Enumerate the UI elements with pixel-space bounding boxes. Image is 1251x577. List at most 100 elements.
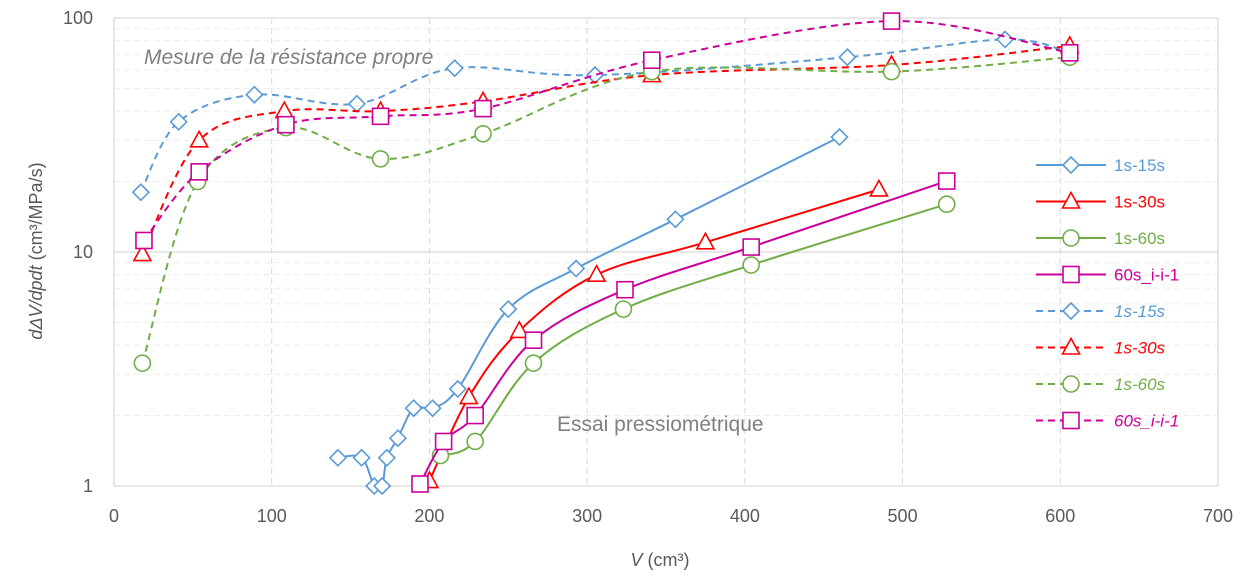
data-point-circle [614, 300, 633, 318]
data-point-circle [466, 432, 484, 451]
legend-marker-square [1062, 265, 1080, 284]
data-point-square [277, 115, 295, 134]
x-tick-labels: 0 100 200 300 400 500 600 700 [109, 506, 1233, 526]
x-tick-label: 600 [1045, 506, 1075, 526]
data-point-square [135, 231, 153, 250]
series-dashed-triangle [132, 35, 1080, 262]
legend-marker-circle [1062, 229, 1080, 247]
data-point-diamond [404, 399, 423, 418]
data-point-diamond [377, 448, 396, 467]
series-group [131, 12, 1080, 496]
data-point-diamond [347, 94, 367, 113]
data-point-square [434, 432, 453, 451]
legend-marker-circle [1062, 375, 1080, 393]
data-point-triangle [509, 320, 530, 339]
data-point-triangle [459, 386, 479, 405]
data-point-square [643, 51, 661, 70]
legend: 1s-15s 1s-30s 1s-60s 60s_i-i-1 1s-15s 1s-30s 1… [1036, 155, 1179, 431]
data-point-circle [937, 195, 956, 214]
legend-item: 60s_i-i-1 [1036, 266, 1179, 285]
legend-marker-diamond [1061, 301, 1081, 321]
legend-item: 1s-15s [1036, 301, 1166, 321]
data-point-circle [524, 354, 543, 372]
data-point-square [371, 107, 390, 126]
x-tick-label: 400 [730, 506, 760, 526]
data-point-square [882, 12, 901, 30]
data-point-diamond [245, 85, 264, 104]
legend-marker-square [1062, 411, 1080, 430]
data-point-diamond [445, 59, 464, 78]
legend-label: 1s-30s [1114, 193, 1165, 212]
y-tick-labels: 1 10 100 [63, 8, 93, 496]
legend-label: 1s-30s [1114, 339, 1166, 358]
legend-label: 60s_i-i-1 [1114, 412, 1179, 431]
y-axis-label-unit: (cm³/MPa/s) [26, 162, 46, 260]
series-dashed-diamond [131, 30, 1079, 202]
legend-marker-triangle [1061, 336, 1081, 355]
data-point-diamond [423, 399, 442, 418]
data-point-diamond [566, 259, 586, 278]
legend-label: 1s-60s [1114, 375, 1166, 394]
data-point-diamond [328, 448, 348, 467]
x-tick-label: 100 [257, 506, 287, 526]
series-line [337, 136, 840, 491]
y-axis-title: dΔV/dpdt (cm³/MPa/s) [26, 162, 46, 339]
x-tick-label: 700 [1203, 506, 1233, 526]
data-point-circle [474, 124, 492, 143]
x-axis-label-unit: (cm³) [648, 550, 690, 570]
data-point-square [616, 280, 634, 299]
legend-marker-triangle [1061, 190, 1081, 209]
data-point-diamond [448, 379, 467, 399]
legend-label: 60s_i-i-1 [1114, 266, 1179, 285]
legend-item: 1s-60s [1036, 375, 1166, 394]
data-point-circle [742, 256, 760, 274]
series-line [419, 180, 948, 485]
annotation-top: Mesure de la résistance propre [144, 46, 433, 69]
series-line [141, 44, 1070, 255]
data-point-diamond [169, 112, 188, 131]
y-axis-label-var: dΔV/dpdt [26, 264, 46, 339]
series-solid-square [411, 172, 956, 493]
data-point-square [466, 406, 484, 425]
data-point-square [937, 172, 956, 190]
data-point-circle [371, 150, 390, 168]
y-tick-label: 100 [63, 8, 93, 28]
legend-item: 1s-30s [1036, 190, 1165, 212]
data-point-circle [882, 62, 901, 81]
annotation-bottom: Essai pressiométrique [557, 413, 764, 436]
series-solid-triangle [419, 178, 889, 489]
series-dashed-square [135, 12, 1079, 250]
data-point-square [411, 475, 429, 493]
legend-marker-diamond [1061, 155, 1081, 175]
legend-item: 60s_i-i-1 [1036, 412, 1179, 431]
data-point-diamond [372, 476, 392, 496]
x-axis-title: V (cm³) [631, 550, 690, 570]
data-point-diamond [352, 448, 371, 467]
legend-item: 1s-30s [1036, 336, 1166, 358]
data-point-diamond [388, 429, 408, 448]
data-point-diamond [830, 127, 849, 147]
legend-item: 1s-15s [1036, 155, 1165, 175]
data-point-triangle [695, 231, 716, 250]
data-point-triangle [869, 178, 889, 197]
x-tick-label: 300 [572, 506, 602, 526]
series-solid-circle [431, 195, 956, 465]
x-tick-label: 0 [109, 506, 119, 526]
x-axis-label-var: V [631, 550, 645, 570]
data-point-diamond [666, 210, 685, 229]
data-point-triangle [132, 243, 153, 262]
data-point-square [524, 331, 543, 349]
series-solid-diamond [328, 127, 849, 496]
data-point-triangle [274, 100, 295, 119]
data-point-diamond [838, 48, 857, 67]
data-point-diamond [995, 30, 1015, 49]
y-tick-label: 1 [83, 476, 93, 496]
data-point-triangle [586, 264, 607, 282]
legend-label: 1s-15s [1114, 156, 1165, 175]
legend-item: 1s-60s [1036, 229, 1165, 248]
data-point-circle [133, 354, 152, 372]
data-point-triangle [189, 129, 210, 148]
data-point-diamond [131, 183, 150, 202]
data-point-square [474, 99, 492, 118]
